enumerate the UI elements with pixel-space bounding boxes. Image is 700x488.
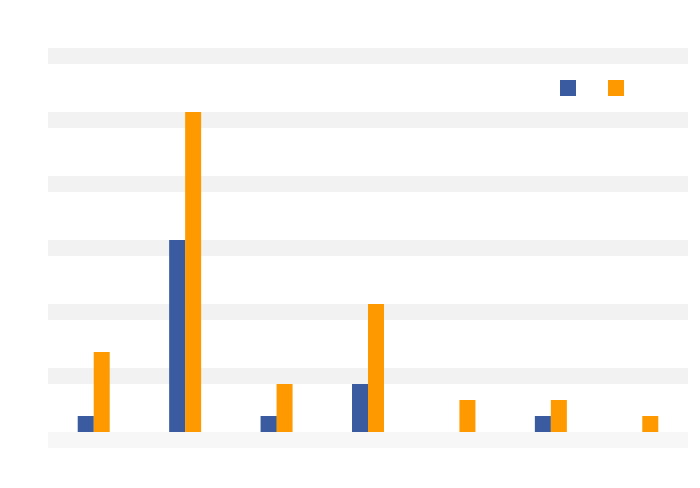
bar bbox=[642, 416, 659, 432]
legend-swatch bbox=[560, 80, 576, 96]
grid-band bbox=[48, 432, 688, 448]
grid-band bbox=[48, 48, 688, 64]
bar bbox=[185, 112, 202, 432]
bar bbox=[352, 384, 368, 432]
bar bbox=[93, 352, 110, 432]
bar bbox=[169, 240, 186, 432]
grid-band bbox=[48, 240, 688, 256]
bar bbox=[77, 416, 94, 432]
bar bbox=[550, 400, 567, 432]
bar bbox=[459, 400, 476, 432]
grid-band bbox=[48, 176, 688, 192]
bar bbox=[368, 304, 384, 432]
bar bbox=[276, 384, 293, 432]
bar bbox=[534, 416, 551, 432]
bar bbox=[260, 416, 277, 432]
legend-swatch bbox=[608, 80, 624, 96]
grid-band bbox=[48, 112, 688, 128]
